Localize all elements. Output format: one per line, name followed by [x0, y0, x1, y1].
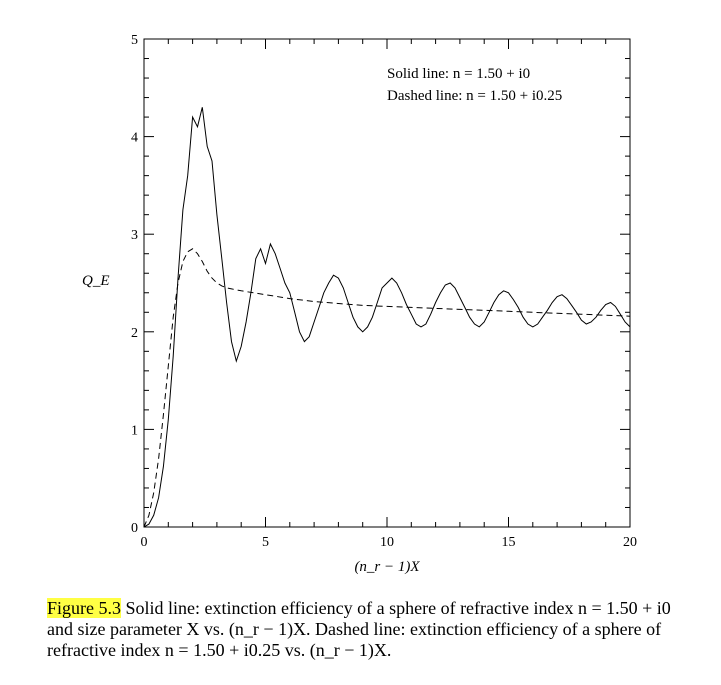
y-axis-label: Q_E [82, 273, 110, 289]
series-dashed-line [143, 248, 631, 528]
figure-number: Figure 5.3 [47, 598, 121, 618]
x-tick-label: 10 [380, 535, 394, 550]
tick-labels: 0 5 10 15 20 0 1 2 3 4 5 [131, 33, 637, 550]
caption-text: Solid line: extinction efficiency of a s… [47, 598, 671, 660]
x-tick-label: 20 [623, 535, 637, 550]
figure-caption: Figure 5.3 Solid line: extinction effici… [47, 598, 687, 661]
x-axis-label: (n_r − 1)X [354, 559, 420, 575]
y-tick-label: 3 [131, 228, 138, 243]
y-tick-label: 5 [131, 33, 138, 48]
axis-ticks [143, 38, 631, 528]
y-tick-label: 2 [131, 326, 138, 341]
legend-entry-solid: Solid line: n = 1.50 + i0 [387, 66, 530, 82]
y-tick-label: 0 [131, 521, 138, 536]
x-tick-label: 0 [141, 535, 148, 550]
y-tick-label: 1 [131, 423, 138, 438]
x-tick-label: 5 [262, 535, 269, 550]
x-tick-label: 15 [502, 535, 516, 550]
legend-entry-dashed: Dashed line: n = 1.50 + i0.25 [387, 88, 562, 104]
series-solid-line [143, 107, 631, 528]
extinction-efficiency-chart: 0 5 10 15 20 0 1 2 3 4 5 Solid line: n = 1.50 + i0… [82, 33, 637, 575]
y-tick-label: 4 [131, 131, 138, 146]
